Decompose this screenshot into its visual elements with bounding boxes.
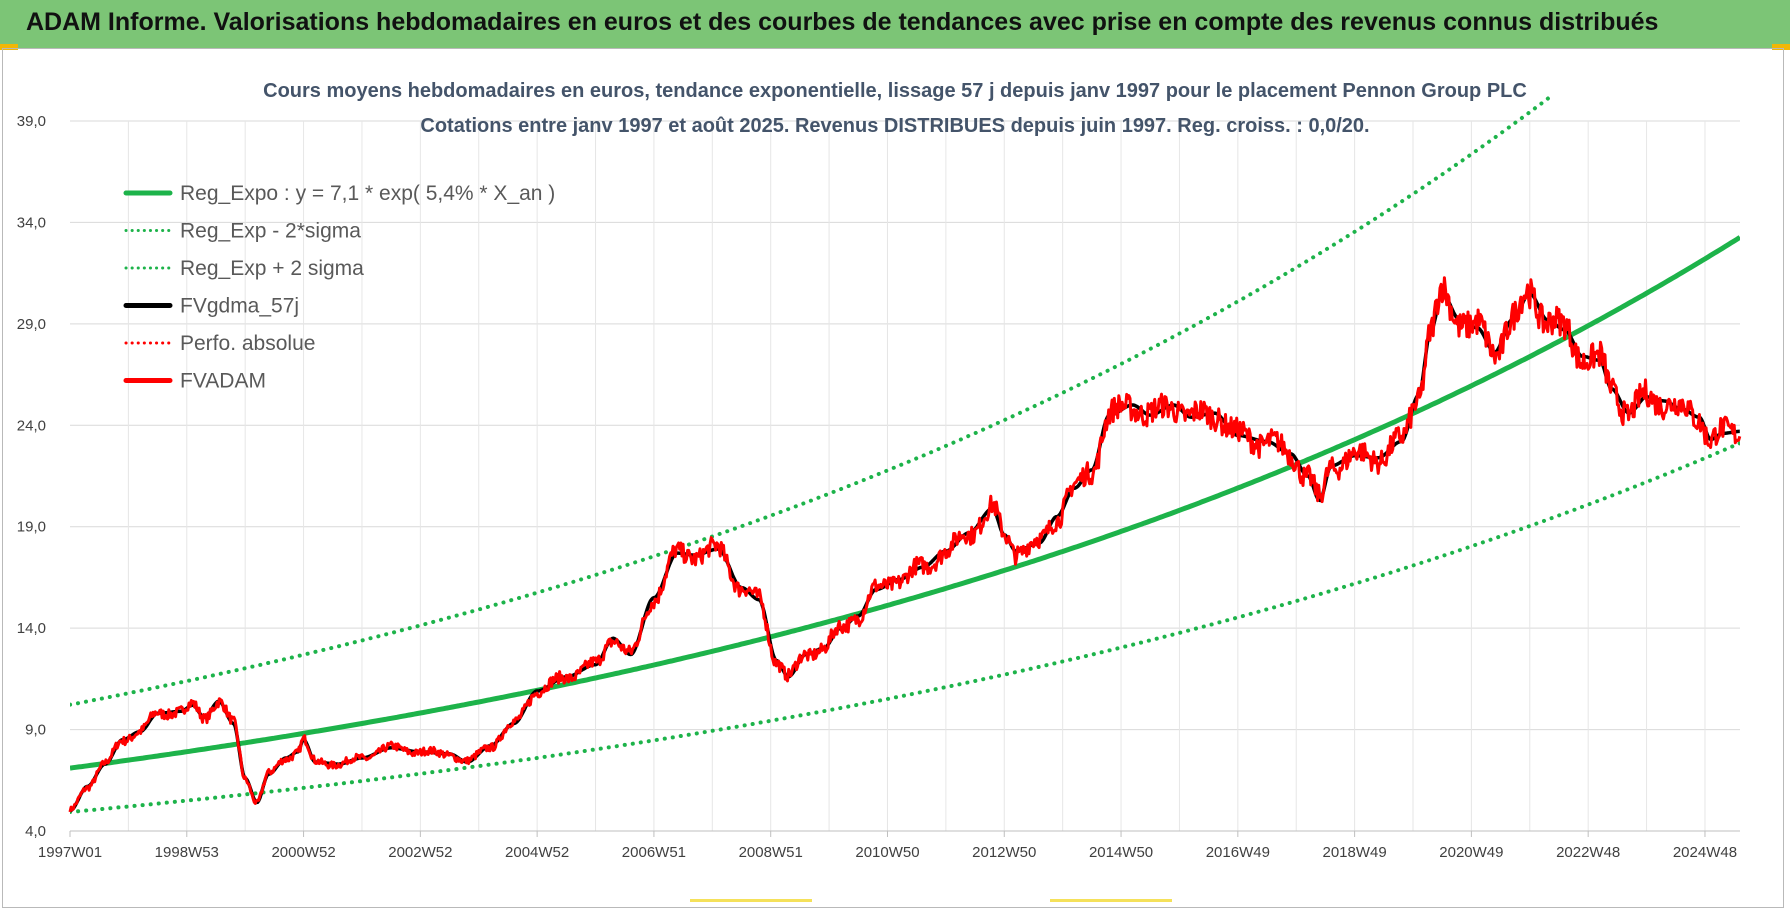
report-banner: ADAM Informe. Valorisations hebdomadaire… [0, 0, 1790, 48]
y-tick-label: 4,0 [25, 823, 46, 840]
x-tick-label: 2016W49 [1206, 844, 1270, 861]
bottom-marker-2 [1050, 899, 1172, 902]
x-tick-label: 2004W52 [505, 844, 569, 861]
legend-label: Reg_Expo : y = 7,1 * exp( 5,4% * X_an ) [180, 182, 555, 205]
legend-label: FVgdma_57j [180, 295, 299, 318]
y-tick-label: 14,0 [17, 620, 46, 637]
x-tick-label: 2018W49 [1323, 844, 1387, 861]
fvadam-line [68, 276, 1742, 813]
x-tick-label: 2022W48 [1556, 844, 1620, 861]
x-tick-label: 2012W50 [972, 844, 1036, 861]
chart-title-line1: Cours moyens hebdomadaires en euros, ten… [263, 80, 1527, 102]
reg-expo-line [70, 235, 1740, 771]
x-tick-label: 2014W50 [1089, 844, 1153, 861]
x-tick-label: 2000W52 [271, 844, 335, 861]
y-tick-label: 9,0 [25, 722, 46, 739]
x-tick-label: 2024W48 [1673, 844, 1737, 861]
legend-label: FVADAM [180, 370, 266, 393]
chart-frame [2, 48, 1784, 908]
corner-marker-left [0, 44, 18, 50]
y-tick-label: 19,0 [17, 519, 46, 536]
x-tick-label: 1998W53 [155, 844, 219, 861]
y-tick-label: 34,0 [17, 214, 46, 231]
axis-labels: 4,0 9,0 14,0 19,0 24,0 29,0 34,0 39,0 1997W01 199… [17, 113, 1737, 861]
y-tick-label: 29,0 [17, 316, 46, 333]
x-tick-label: 2010W50 [855, 844, 919, 861]
legend-label: Reg_Exp - 2*sigma [180, 220, 361, 243]
corner-marker-right [1772, 44, 1790, 50]
report-title: ADAM Informe. Valorisations hebdomadaire… [26, 8, 1659, 36]
series-layer [68, 96, 1742, 814]
x-tick-label: 2008W51 [739, 844, 803, 861]
x-tick-label: 1997W01 [38, 844, 102, 861]
reg-exp-plus-2sigma-line [70, 96, 1555, 707]
x-tick-label: 2002W52 [388, 844, 452, 861]
reg-exp-minus-2sigma-line [70, 441, 1740, 814]
legend: Reg_Expo : y = 7,1 * exp( 5,4% * X_an ) R… [123, 182, 555, 393]
bottom-marker-1 [690, 899, 812, 902]
chart-title-line2: Cotations entre janv 1997 et août 2025. … [420, 115, 1369, 137]
y-tick-label: 24,0 [17, 417, 46, 434]
y-tick-label: 39,0 [17, 113, 46, 130]
legend-label: Perfo. absolue [180, 332, 315, 355]
x-tick-label: 2006W51 [622, 844, 686, 861]
legend-label: Reg_Exp + 2 sigma [180, 257, 364, 280]
x-tick-label: 2020W49 [1439, 844, 1503, 861]
